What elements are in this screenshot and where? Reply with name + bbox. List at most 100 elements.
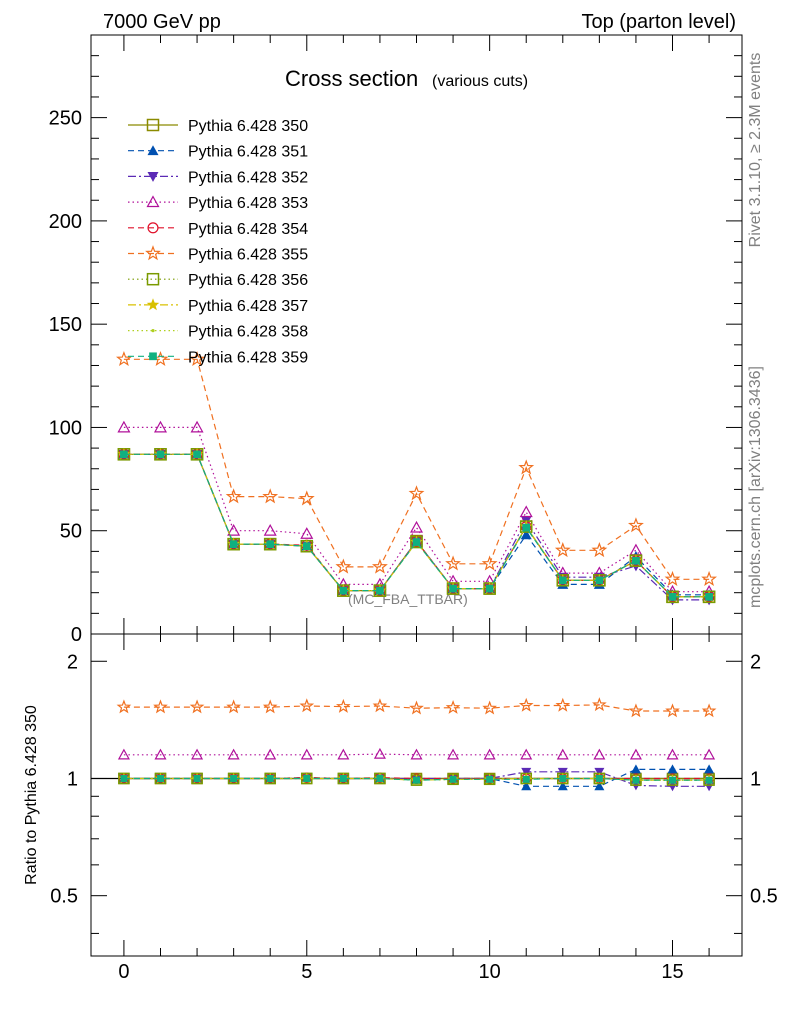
ratio-y-tick-label-left: 0.5: [50, 886, 78, 908]
ratio-data-point: [628, 703, 644, 718]
ratio-data-point: [445, 699, 461, 714]
ratio-data-point: [594, 781, 605, 791]
data-point: [408, 485, 425, 501]
ratio-series-line: [123, 753, 710, 756]
data-point: [376, 586, 384, 595]
ratio-data-point: [447, 748, 460, 760]
ratio-data-point: [449, 775, 457, 783]
ratio-data-point: [557, 781, 568, 791]
ratio-data-point: [482, 700, 497, 715]
data-point: [445, 555, 461, 571]
series-pythia-6.428-351: [118, 448, 715, 600]
legend-marker: [146, 118, 160, 132]
series-pythia-6.428-357: [117, 447, 716, 603]
ratio-data-point: [226, 699, 241, 714]
ratio-data-point: [630, 764, 641, 774]
data-point: [117, 420, 131, 433]
data-point: [115, 350, 132, 367]
ratio-data-point: [704, 764, 715, 774]
data-point: [705, 592, 713, 601]
data-point: [189, 350, 205, 367]
data-point: [225, 488, 242, 504]
main-panel: 0 50 100 150 200 250 Cross section (various cut…: [49, 34, 743, 646]
ratio-data-point: [336, 698, 351, 713]
ratio-y-tick-label-right: 1: [750, 768, 761, 790]
series-pythia-6.428-359: [120, 450, 713, 601]
ratio-data-point: [705, 776, 713, 784]
legend-entry: Pythia 6.428 350: [188, 118, 308, 135]
ratio-data-point: [156, 774, 164, 782]
ratio-data-point: [262, 699, 278, 714]
series-line: [123, 358, 710, 580]
data-point: [193, 450, 201, 459]
ratio-data-point: [230, 774, 238, 782]
ratio-y-tick-label-right: 2: [750, 651, 761, 673]
data-point: [266, 540, 275, 548]
data-point: [558, 576, 567, 585]
ratio-data-point: [522, 775, 530, 783]
ratio-y-tick-label-right: 0.5: [750, 886, 778, 908]
ratio-data-point: [191, 748, 204, 760]
legend-marker: [147, 222, 159, 234]
series-pythia-6.428-355: [115, 350, 718, 587]
legend-entry: Pythia 6.428 356: [188, 272, 308, 289]
ratio-data-point: [264, 748, 277, 760]
ratio-data-point: [666, 748, 679, 760]
legend-entry: Pythia 6.428 359: [188, 349, 308, 366]
ratio-data-point: [266, 774, 274, 782]
legend-entry: Pythia 6.428 353: [188, 195, 308, 212]
ratio-data-point: [303, 774, 311, 782]
ratio-plot-frame: [90, 633, 743, 957]
data-point: [153, 420, 168, 433]
series-line: [123, 453, 710, 598]
ratio-data-point: [521, 781, 532, 791]
ratio-data-point: [153, 699, 168, 714]
data-point: [519, 505, 533, 518]
ratio-data-point: [373, 747, 386, 759]
ratio-y-tick-label-left: 2: [67, 651, 78, 673]
ratio-data-point: [521, 767, 532, 777]
data-point: [485, 584, 494, 593]
y-tick-label: 150: [49, 314, 82, 336]
data-point: [229, 540, 238, 548]
ratio-series-pythia-6.428-359: [120, 774, 713, 784]
y-tick-label: 250: [49, 108, 82, 130]
data-point: [595, 576, 604, 585]
data-point: [335, 558, 352, 574]
data-point: [668, 592, 677, 601]
ratio-data-point: [116, 699, 132, 714]
series-pythia-6.428-358: [122, 452, 711, 599]
ratio-data-point: [227, 748, 240, 760]
legend: Pythia 6.428 350 Pythia 6.428 351 Pythia 6…: [128, 118, 308, 366]
data-point: [591, 542, 608, 558]
data-point: [520, 529, 532, 540]
series-line: [123, 453, 710, 598]
ratio-y-tick-label-left: 1: [67, 768, 78, 790]
data-point: [302, 542, 311, 551]
legend-entry: Pythia 6.428 354: [188, 221, 308, 238]
header-energy-label: 7000 GeV pp: [103, 11, 221, 33]
data-point: [518, 459, 535, 475]
y-tick-label: 100: [49, 417, 82, 439]
ratio-data-point: [483, 748, 496, 760]
ratio-data-point: [486, 775, 494, 783]
ratio-data-point: [559, 774, 567, 782]
y-tick-label: 200: [49, 211, 82, 233]
data-point: [190, 420, 204, 433]
data-point: [300, 527, 314, 539]
legend-marker: [151, 329, 155, 333]
series-line: [123, 426, 710, 593]
ratio-data-point: [339, 774, 347, 782]
series-line: [123, 453, 710, 598]
ratio-data-point: [410, 748, 423, 760]
ratio-data-point: [189, 699, 205, 714]
ratio-y-axis-label: Ratio to Pythia 6.428 350: [23, 705, 40, 885]
legend-entry: Pythia 6.428 351: [188, 144, 308, 161]
data-point: [339, 586, 348, 595]
x-tick-label: 15: [661, 961, 683, 983]
mcplots-reference-label: mcplots.cern.ch [arXiv:1306.3436]: [747, 366, 764, 608]
series-pythia-6.428-354: [118, 448, 715, 603]
data-point: [412, 538, 421, 546]
legend-entry: Pythia 6.428 355: [188, 247, 308, 264]
ratio-data-point: [555, 697, 571, 712]
